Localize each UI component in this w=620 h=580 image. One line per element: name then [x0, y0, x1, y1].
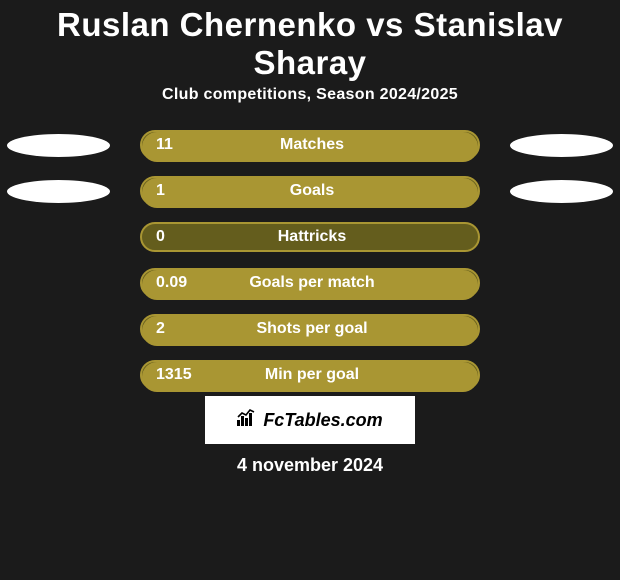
stat-row: 11Matches — [0, 122, 620, 168]
brand-chart-icon — [237, 409, 259, 432]
brand-badge: FcTables.com — [205, 396, 415, 444]
subtitle: Club competitions, Season 2024/2025 — [0, 86, 620, 104]
stat-bar: 1Goals — [140, 176, 480, 206]
stat-label: Hattricks — [142, 228, 482, 246]
right-ellipse — [510, 134, 613, 157]
stat-label: Matches — [142, 136, 482, 154]
left-ellipse — [7, 180, 110, 203]
stat-bar: 0.09Goals per match — [140, 268, 480, 298]
stat-label: Goals per match — [142, 274, 482, 292]
stat-bar: 1315Min per goal — [140, 360, 480, 390]
stat-row: 0Hattricks — [0, 214, 620, 260]
date-line: 4 november 2024 — [0, 455, 620, 476]
right-ellipse — [510, 180, 613, 203]
page-title: Ruslan Chernenko vs Stanislav Sharay — [0, 0, 620, 82]
stat-row: 1315Min per goal — [0, 352, 620, 398]
comparison-infographic: Ruslan Chernenko vs Stanislav Sharay Clu… — [0, 0, 620, 580]
stat-bar: 11Matches — [140, 130, 480, 160]
stat-label: Min per goal — [142, 366, 482, 384]
brand-text: FcTables.com — [263, 410, 382, 431]
stat-row: 1Goals — [0, 168, 620, 214]
left-ellipse — [7, 134, 110, 157]
stat-bar: 2Shots per goal — [140, 314, 480, 344]
stat-row: 0.09Goals per match — [0, 260, 620, 306]
stat-bar: 0Hattricks — [140, 222, 480, 252]
stat-label: Goals — [142, 182, 482, 200]
stat-rows: 11Matches 1Goals 0Hattricks 0.09Goals per m… — [0, 122, 620, 398]
stat-row: 2Shots per goal — [0, 306, 620, 352]
stat-label: Shots per goal — [142, 320, 482, 338]
